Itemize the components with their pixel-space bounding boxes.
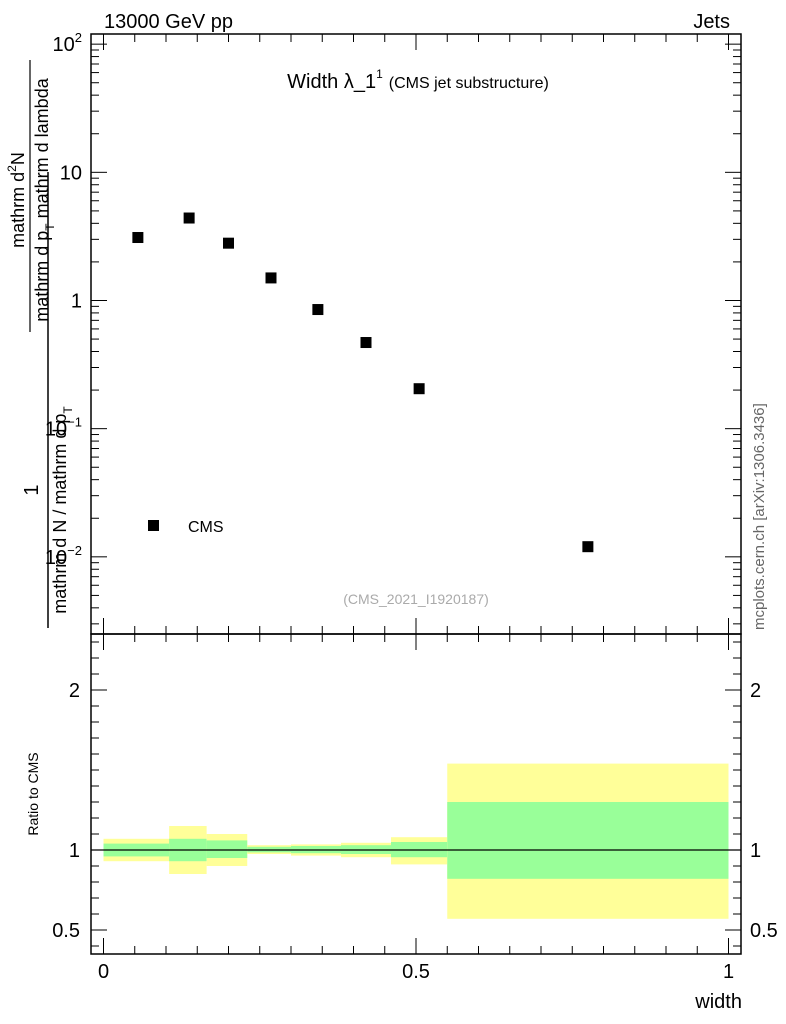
- main-panel-frame: [90, 33, 742, 635]
- data-point: [360, 337, 372, 349]
- legend-marker: [148, 520, 159, 531]
- data-point: [183, 212, 195, 224]
- x-tick-label: 0: [98, 961, 109, 983]
- main-tick-labels: 10−2 10−1 1 10 102: [45, 30, 82, 569]
- ratio-y-tick-label-right: 2: [750, 680, 761, 702]
- y-axis-label-main: 1 mathrm d N / mathrm d pT mathrm d2N ma…: [5, 60, 75, 628]
- ylabel-frac2-numerator: mathrm d2N: [5, 152, 28, 248]
- x-tick-label: 0.5: [402, 961, 430, 983]
- y-tick-label: 10−2: [45, 543, 82, 569]
- ratio-y-tick-label-left: 1: [69, 840, 80, 862]
- y-tick-label: 102: [53, 30, 82, 56]
- plot-title-sup: 1: [376, 67, 383, 81]
- ratio-bands: [103, 763, 729, 919]
- y-tick-label: 10−1: [45, 415, 82, 441]
- x-axis-label: width: [694, 991, 742, 1013]
- plot-title: Width λ_11 (CMS jet substructure): [287, 67, 549, 93]
- main-axis-ticks: [91, 34, 741, 634]
- data-point: [312, 304, 324, 316]
- plot-title-main: Width λ_1: [287, 71, 376, 93]
- ratio-y-tick-label-right: 1: [750, 840, 761, 862]
- ylabel-denominator: mathrm d N / mathrm d pT: [50, 406, 75, 614]
- analysis-id: (CMS_2021_I1920187): [343, 591, 489, 607]
- green-band: [206, 840, 248, 858]
- ratio-axis-ticks: [91, 634, 741, 954]
- ratio-tick-labels: 0.5 0.5 1 1 2 2 0 0.5 1: [52, 680, 778, 983]
- header-energy: 13000 GeV pp: [104, 11, 233, 33]
- x-tick-label: 1: [723, 961, 734, 983]
- ratio-y-tick-label-right: 0.5: [750, 920, 778, 942]
- y-tick-label: 10: [60, 162, 82, 184]
- y-axis-label-ratio: Ratio to CMS: [25, 752, 41, 835]
- data-point: [582, 541, 594, 553]
- ylabel-frac2-denominator: mathrm d pT mathrm d lambda: [32, 77, 57, 321]
- legend-label: CMS: [188, 519, 224, 536]
- y-tick-label: 1: [71, 290, 82, 312]
- data-point: [413, 383, 425, 395]
- plot-title-sub: (CMS jet substructure): [389, 75, 549, 92]
- data-points: [132, 212, 594, 553]
- data-point: [223, 237, 234, 249]
- ratio-y-tick-label-left: 2: [69, 680, 80, 702]
- ratio-y-tick-label-left: 0.5: [52, 920, 80, 942]
- header-category: Jets: [693, 11, 730, 33]
- data-point: [265, 272, 277, 284]
- side-credit: mcplots.cern.ch [arXiv:1306.3436]: [751, 403, 768, 630]
- data-point: [132, 232, 144, 244]
- ylabel-one: 1: [21, 484, 43, 495]
- green-band: [447, 802, 729, 879]
